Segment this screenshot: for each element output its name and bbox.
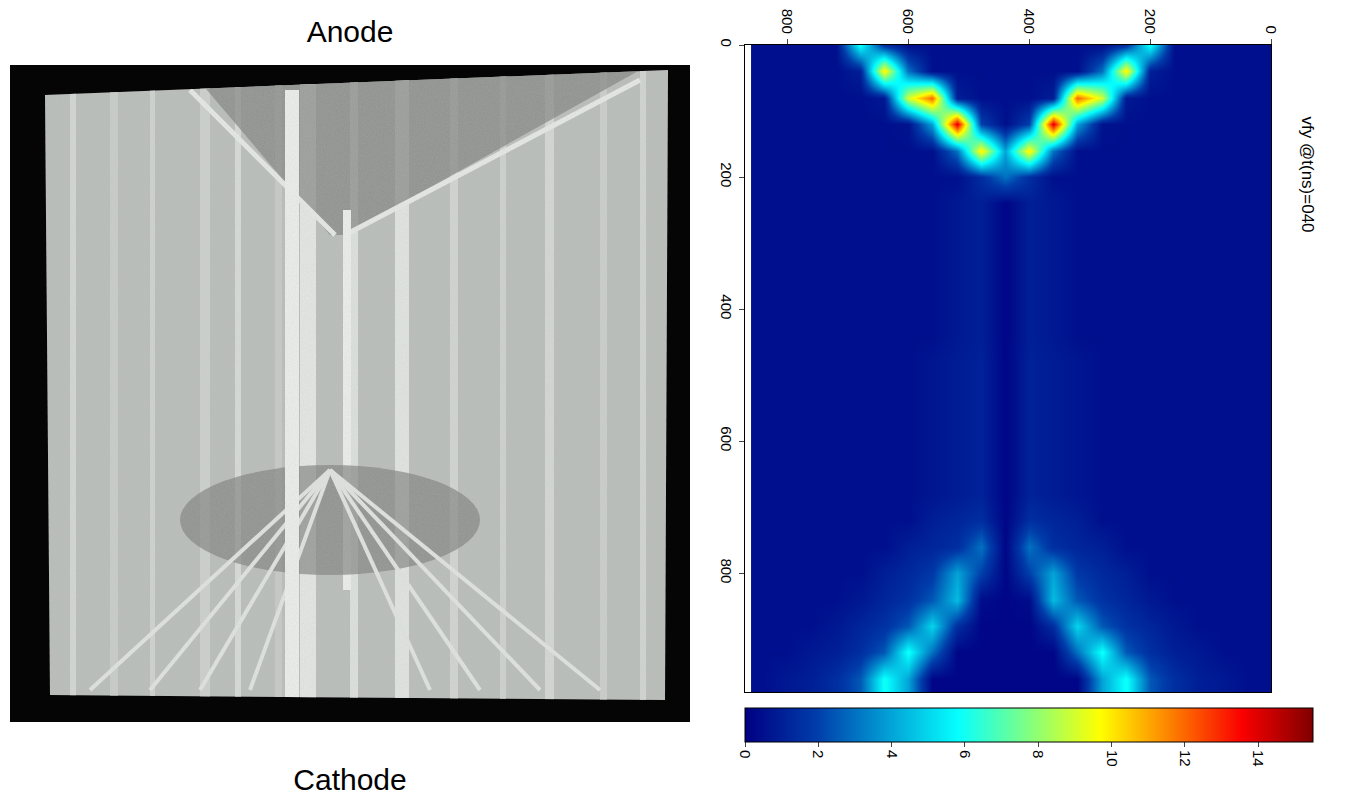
svg-text:0: 0 [1263,25,1280,33]
svg-text:4: 4 [884,750,901,758]
svg-text:Cathode: Cathode [293,763,406,796]
svg-text:200: 200 [1142,9,1159,34]
svg-text:200: 200 [718,162,735,187]
svg-text:600: 600 [718,426,735,451]
svg-text:800: 800 [718,558,735,583]
svg-text:0: 0 [718,39,735,47]
svg-text:12: 12 [1177,750,1194,767]
svg-text:2: 2 [810,750,827,758]
svg-text:Anode: Anode [307,15,394,48]
svg-text:600: 600 [900,9,917,34]
svg-text:14: 14 [1250,750,1267,767]
svg-text:6: 6 [957,750,974,758]
svg-text:400: 400 [718,294,735,319]
svg-text:400: 400 [1021,9,1038,34]
svg-text:0: 0 [737,750,754,758]
svg-text:8: 8 [1030,750,1047,758]
svg-text:800: 800 [779,9,796,34]
svg-text:10: 10 [1104,750,1121,767]
svg-text:vfy @t(ns)=040: vfy @t(ns)=040 [1298,117,1317,233]
